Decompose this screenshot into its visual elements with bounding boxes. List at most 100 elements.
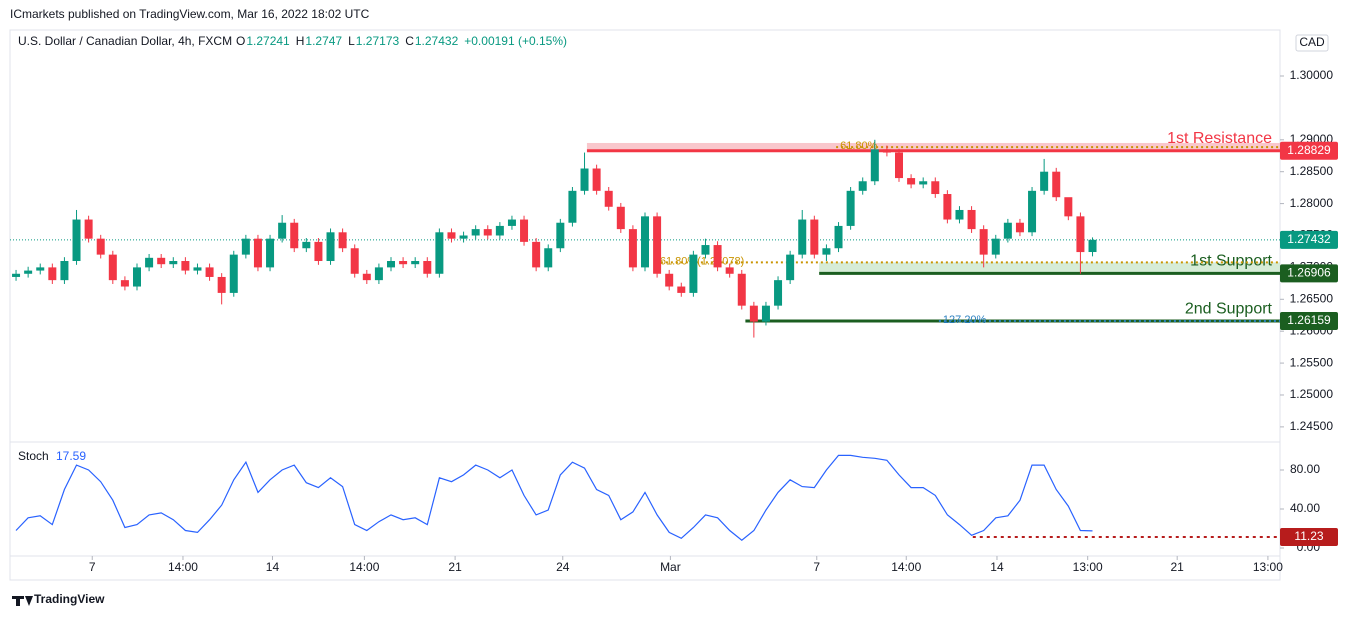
x-tick-label: 21 bbox=[448, 560, 462, 574]
indicator-value: 17.59 bbox=[56, 449, 86, 463]
candle-body bbox=[689, 254, 698, 293]
candle-body bbox=[919, 181, 928, 185]
candle-body bbox=[483, 229, 492, 236]
change: +0.00191 (+0.15%) bbox=[464, 34, 567, 48]
level-price-box bbox=[1280, 264, 1338, 283]
candle-body bbox=[399, 261, 408, 265]
candle-body bbox=[786, 254, 795, 281]
candle-body bbox=[544, 248, 553, 268]
candle-body bbox=[253, 238, 262, 268]
ohlc-key: H bbox=[296, 34, 305, 48]
level-zone bbox=[819, 262, 1280, 274]
candle-body bbox=[568, 190, 577, 223]
candle-body bbox=[725, 267, 734, 274]
candle-body bbox=[628, 229, 637, 268]
candle-body bbox=[1052, 171, 1061, 198]
ohlc-key: O bbox=[236, 34, 245, 48]
stoch-tick-label: 40.00 bbox=[1290, 501, 1320, 515]
candle-body bbox=[471, 229, 480, 236]
ohlc-value: 1.27241 bbox=[246, 34, 290, 48]
candle-body bbox=[1003, 222, 1012, 239]
candle-body bbox=[532, 241, 541, 268]
candle-body bbox=[979, 229, 988, 255]
candle-body bbox=[907, 178, 916, 185]
level-label: 1st Support bbox=[1190, 253, 1272, 270]
candle-body bbox=[36, 267, 45, 271]
level-price-label: 1.28829 bbox=[1287, 143, 1331, 157]
candle-body bbox=[580, 168, 589, 191]
candle-body bbox=[495, 225, 504, 236]
y-tick-label: 1.26500 bbox=[1290, 291, 1334, 305]
x-tick-label: 24 bbox=[556, 560, 570, 574]
candle-body bbox=[387, 261, 395, 268]
candle-body bbox=[761, 305, 770, 322]
candle-body bbox=[24, 270, 33, 274]
candle-body bbox=[616, 206, 625, 230]
candle-body bbox=[157, 257, 166, 265]
candle-body bbox=[96, 238, 105, 255]
x-tick-label: 14:00 bbox=[349, 560, 379, 574]
candle-body bbox=[774, 280, 783, 306]
stoch-level-box bbox=[1280, 528, 1338, 547]
candle-body bbox=[955, 209, 964, 220]
candle-body bbox=[266, 238, 275, 268]
candle-body bbox=[604, 190, 613, 207]
candle-body bbox=[943, 194, 952, 220]
level-price-box bbox=[1280, 141, 1338, 160]
ohlc-legend: O 1.27241 H 1.2747 L 1.27173 C 1.27432 +0.00191 … bbox=[236, 34, 567, 48]
candle-body bbox=[1040, 171, 1049, 191]
candle-body bbox=[701, 245, 710, 255]
level-zone bbox=[586, 142, 1280, 151]
x-tick-label: 14 bbox=[266, 560, 280, 574]
candle-body bbox=[882, 149, 891, 153]
candle-body bbox=[302, 241, 311, 249]
y-tick-label: 1.28500 bbox=[1290, 164, 1334, 178]
candle-body bbox=[858, 181, 867, 191]
candle-body bbox=[834, 225, 843, 249]
y-tick-label: 1.24500 bbox=[1290, 419, 1334, 433]
candle-body bbox=[1076, 216, 1085, 253]
x-tick-label: 13:00 bbox=[1073, 560, 1103, 574]
candle-body bbox=[967, 209, 976, 230]
candle-body bbox=[181, 261, 190, 271]
candle-body bbox=[641, 216, 649, 268]
candle-body bbox=[241, 238, 250, 255]
candle-body bbox=[314, 241, 323, 262]
candle-body bbox=[665, 273, 674, 287]
x-tick-label: 14:00 bbox=[168, 560, 198, 574]
candle-body bbox=[326, 232, 335, 262]
level-price-box bbox=[1280, 312, 1338, 331]
stoch-line bbox=[15, 454, 1093, 541]
candle-body bbox=[459, 235, 468, 239]
candle-body bbox=[374, 267, 383, 281]
candle-body bbox=[72, 219, 81, 262]
symbol-title: U.S. Dollar / Canadian Dollar, 4h, FXCM bbox=[18, 34, 232, 48]
x-tick-label: Mar bbox=[660, 560, 681, 574]
x-tick-label: 21 bbox=[1171, 560, 1185, 574]
candle-body bbox=[592, 168, 601, 191]
y-tick-label: 1.28000 bbox=[1290, 196, 1334, 210]
level-price-label: 1.26906 bbox=[1287, 266, 1331, 280]
ohlc-key: C bbox=[405, 34, 414, 48]
ohlc-value: 1.2747 bbox=[305, 34, 342, 48]
x-tick-label: 7 bbox=[89, 560, 96, 574]
candle-body bbox=[520, 219, 529, 242]
candle-body bbox=[677, 286, 686, 293]
candle-body bbox=[810, 219, 819, 255]
currency: CAD bbox=[1299, 35, 1325, 49]
candle-body bbox=[84, 219, 93, 239]
brand-logo bbox=[12, 596, 33, 606]
candle-body bbox=[205, 267, 214, 277]
candle-body bbox=[278, 222, 287, 239]
candle-body bbox=[133, 267, 141, 287]
fib-label: 61.80% bbox=[840, 140, 878, 152]
candle-body bbox=[1064, 197, 1073, 217]
candle-body bbox=[411, 261, 420, 265]
candle-body bbox=[60, 261, 69, 281]
candle-body bbox=[435, 232, 444, 274]
level-price-label: 1.26159 bbox=[1287, 313, 1331, 327]
candle-body bbox=[338, 232, 347, 249]
x-tick-label: 14 bbox=[990, 560, 1004, 574]
